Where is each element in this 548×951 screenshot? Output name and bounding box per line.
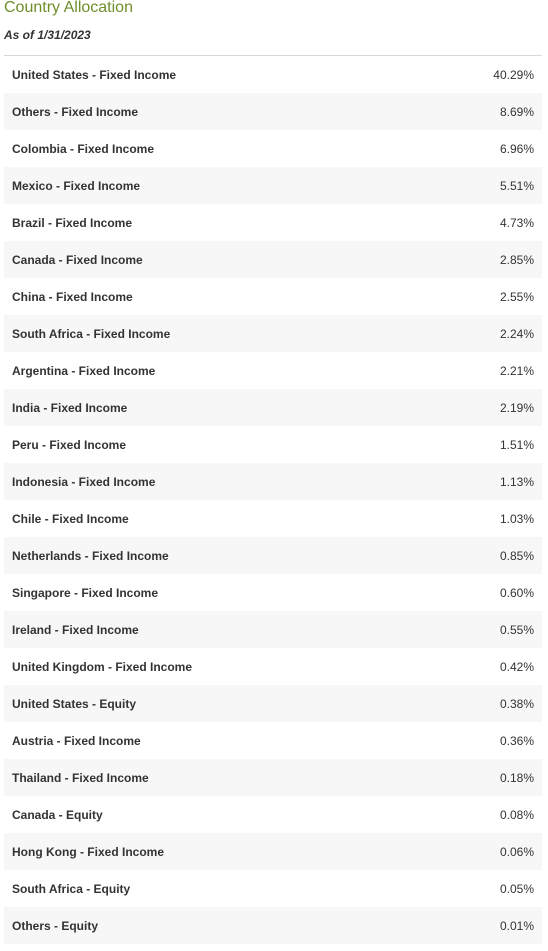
page-title: Country Allocation — [4, 0, 133, 16]
allocation-value: 5.51% — [499, 178, 534, 193]
allocation-value: 0.18% — [499, 770, 534, 785]
country-name: Ireland - Fixed Income — [12, 622, 139, 637]
allocation-value: 0.60% — [499, 585, 534, 600]
allocation-value: 0.01% — [499, 918, 534, 933]
country-name: South Africa - Equity — [12, 881, 131, 896]
table-row: China - Fixed Income 2.55% — [4, 278, 542, 315]
allocation-value: 0.06% — [499, 844, 534, 859]
allocation-table: United States - Fixed Income 40.29% Othe… — [4, 56, 542, 944]
country-name: Hong Kong - Fixed Income — [12, 844, 164, 859]
country-name: Thailand - Fixed Income — [12, 770, 149, 785]
allocation-value: 0.08% — [499, 807, 534, 822]
table-row: Canada - Fixed Income 2.85% — [4, 241, 542, 278]
table-row: Hong Kong - Fixed Income 0.06% — [4, 833, 542, 870]
table-row: Thailand - Fixed Income 0.18% — [4, 759, 542, 796]
allocation-value: 1.51% — [499, 437, 534, 452]
country-name: Austria - Fixed Income — [12, 733, 141, 748]
country-name: Netherlands - Fixed Income — [12, 548, 169, 563]
country-name: Canada - Fixed Income — [12, 252, 143, 267]
table-row: India - Fixed Income 2.19% — [4, 389, 542, 426]
allocation-value: 1.13% — [499, 474, 534, 489]
allocation-value: 0.38% — [499, 696, 534, 711]
table-row: United Kingdom - Fixed Income 0.42% — [4, 648, 542, 685]
allocation-value: 4.73% — [499, 215, 534, 230]
country-name: Canada - Equity — [12, 807, 103, 822]
table-row: Colombia - Fixed Income 6.96% — [4, 130, 542, 167]
table-row: Argentina - Fixed Income 2.21% — [4, 352, 542, 389]
table-row: Peru - Fixed Income 1.51% — [4, 426, 542, 463]
allocation-value: 2.55% — [499, 289, 534, 304]
allocation-value: 0.85% — [499, 548, 534, 563]
country-name: China - Fixed Income — [12, 289, 133, 304]
table-row: Brazil - Fixed Income 4.73% — [4, 204, 542, 241]
allocation-value: 2.21% — [499, 363, 534, 378]
country-name: Brazil - Fixed Income — [12, 215, 133, 230]
allocation-value: 1.03% — [499, 511, 534, 526]
allocation-value: 0.42% — [499, 659, 534, 674]
allocation-value: 40.29% — [493, 67, 534, 82]
table-row: Chile - Fixed Income 1.03% — [4, 500, 542, 537]
country-name: Others - Equity — [12, 918, 99, 933]
table-row: Singapore - Fixed Income 0.60% — [4, 574, 542, 611]
table-row: Canada - Equity 0.08% — [4, 796, 542, 833]
country-name: Peru - Fixed Income — [12, 437, 127, 452]
table-row: Others - Equity 0.01% — [4, 907, 542, 944]
table-row: Indonesia - Fixed Income 1.13% — [4, 463, 542, 500]
country-name: United Kingdom - Fixed Income — [12, 659, 193, 674]
table-row: United States - Fixed Income 40.29% — [4, 56, 542, 93]
allocation-value: 8.69% — [499, 104, 534, 119]
allocation-value: 6.96% — [499, 141, 534, 156]
table-row: United States - Equity 0.38% — [4, 685, 542, 722]
country-name: South Africa - Fixed Income — [12, 326, 171, 341]
allocation-value: 2.24% — [499, 326, 534, 341]
allocation-value: 0.36% — [499, 733, 534, 748]
country-name: Indonesia - Fixed Income — [12, 474, 156, 489]
country-name: Mexico - Fixed Income — [12, 178, 141, 193]
table-row: Others - Fixed Income 8.69% — [4, 93, 542, 130]
country-name: United States - Fixed Income — [12, 67, 177, 82]
table-row: Austria - Fixed Income 0.36% — [4, 722, 542, 759]
country-name: Chile - Fixed Income — [12, 511, 129, 526]
country-name: Colombia - Fixed Income — [12, 141, 155, 156]
table-row: Mexico - Fixed Income 5.51% — [4, 167, 542, 204]
allocation-value: 0.55% — [499, 622, 534, 637]
country-name: Singapore - Fixed Income — [12, 585, 159, 600]
table-row: South Africa - Equity 0.05% — [4, 870, 542, 907]
as-of-date: As of 1/31/2023 — [4, 28, 91, 42]
allocation-value: 2.85% — [499, 252, 534, 267]
table-row: Ireland - Fixed Income 0.55% — [4, 611, 542, 648]
country-name: Argentina - Fixed Income — [12, 363, 156, 378]
allocation-value: 2.19% — [499, 400, 534, 415]
country-name: India - Fixed Income — [12, 400, 128, 415]
table-row: South Africa - Fixed Income 2.24% — [4, 315, 542, 352]
country-name: United States - Equity — [12, 696, 137, 711]
country-name: Others - Fixed Income — [12, 104, 139, 119]
allocation-value: 0.05% — [499, 881, 534, 896]
table-row: Netherlands - Fixed Income 0.85% — [4, 537, 542, 574]
header-divider — [4, 55, 542, 56]
